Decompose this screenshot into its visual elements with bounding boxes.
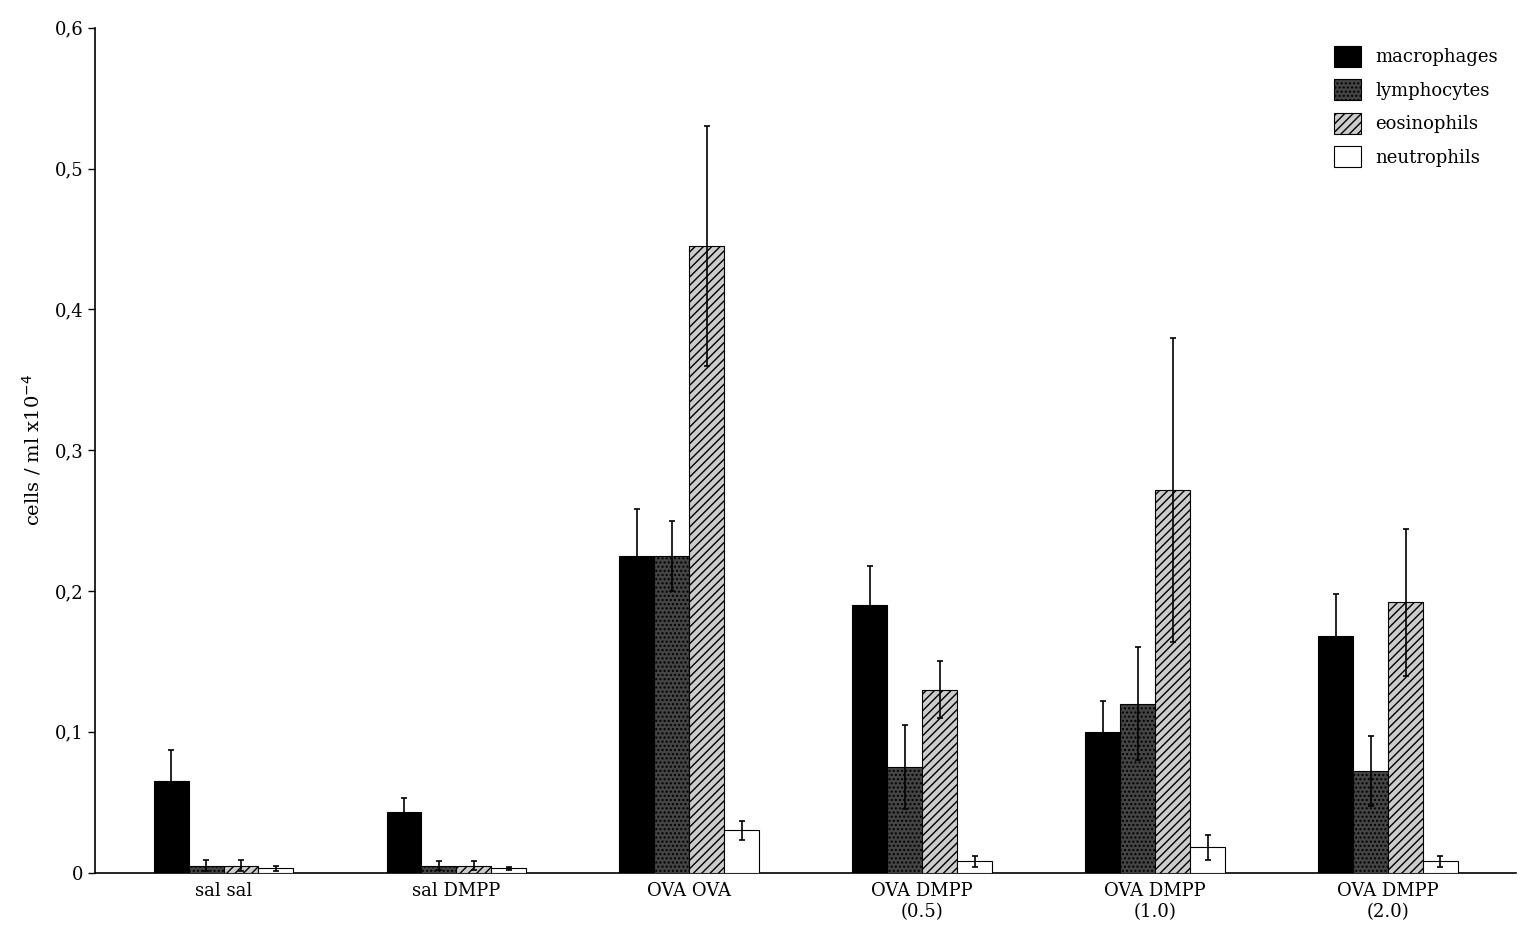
Bar <box>189 866 223 872</box>
Bar <box>619 556 655 872</box>
Bar <box>655 556 689 872</box>
Bar <box>1156 490 1190 872</box>
Bar <box>1085 732 1120 872</box>
Bar <box>1319 636 1353 872</box>
Bar <box>853 605 887 872</box>
Y-axis label: cells / ml x10$^{-4}$: cells / ml x10$^{-4}$ <box>22 374 43 527</box>
Bar <box>887 767 922 872</box>
Legend: macrophages, lymphocytes, eosinophils, neutrophils: macrophages, lymphocytes, eosinophils, n… <box>1325 37 1508 176</box>
Bar <box>922 690 958 872</box>
Bar <box>689 246 724 872</box>
Bar <box>386 812 421 872</box>
Bar <box>223 866 258 872</box>
Bar <box>1353 771 1388 872</box>
Bar <box>1423 861 1459 872</box>
Bar <box>724 831 759 872</box>
Bar <box>154 781 189 872</box>
Bar <box>456 866 492 872</box>
Bar <box>1388 602 1423 872</box>
Bar <box>1190 847 1225 872</box>
Bar <box>421 866 456 872</box>
Bar <box>958 861 991 872</box>
Bar <box>492 869 526 872</box>
Bar <box>258 869 294 872</box>
Bar <box>1120 704 1156 872</box>
